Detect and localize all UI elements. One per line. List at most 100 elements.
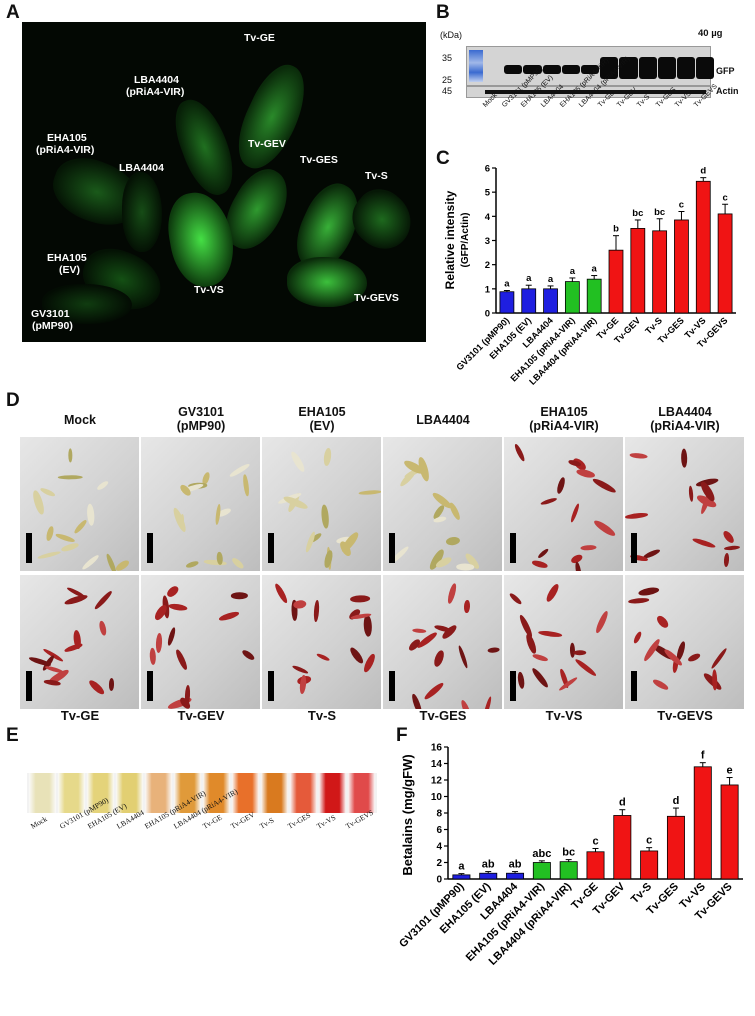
seedling bbox=[348, 645, 366, 666]
y-tick-label: 6 bbox=[485, 164, 490, 175]
significance-letter: bc bbox=[654, 207, 665, 218]
column-header: EHA105 (EV) bbox=[262, 405, 382, 433]
seedling bbox=[218, 610, 240, 623]
y-tick-label: 5 bbox=[485, 188, 491, 199]
marker-45: 45 bbox=[442, 86, 453, 96]
seedling bbox=[457, 644, 470, 669]
y-axis-label-unit: (GFP/Actin) bbox=[460, 213, 471, 268]
gfp-band bbox=[677, 57, 696, 79]
column-header-line1: EHA105 bbox=[298, 405, 346, 419]
seedling bbox=[57, 475, 83, 480]
seedling bbox=[637, 586, 660, 598]
gfp-band bbox=[581, 65, 600, 74]
gfp-label: GFP bbox=[716, 66, 735, 76]
seedling bbox=[627, 597, 650, 605]
seedling bbox=[629, 452, 648, 460]
gfp-band bbox=[542, 65, 561, 74]
label-tv-ge: Tv-GE bbox=[244, 32, 275, 44]
gfp-band bbox=[561, 65, 580, 74]
seedling bbox=[113, 558, 131, 571]
bar bbox=[720, 784, 739, 880]
label-eha-vir-2: (pRiA4-VIR) bbox=[36, 144, 95, 156]
seedling bbox=[536, 547, 550, 560]
seedling bbox=[321, 504, 330, 529]
y-tick-label: 2 bbox=[436, 858, 442, 869]
marker-25: 25 bbox=[442, 75, 453, 85]
bar bbox=[695, 180, 711, 314]
leaf-gv bbox=[42, 284, 132, 324]
panel-b-western-blot: (kDa) 40 µg 35 25 45 GFP Actin Mock GV310… bbox=[436, 22, 755, 150]
bar bbox=[630, 228, 646, 314]
bar bbox=[666, 815, 685, 880]
bar bbox=[640, 850, 659, 880]
column-header-line2: (EV) bbox=[309, 419, 335, 433]
seedling bbox=[580, 544, 597, 552]
seedling bbox=[724, 544, 741, 551]
row-label: Tv-GES bbox=[419, 708, 467, 723]
y-tick-label: 1 bbox=[485, 284, 491, 295]
bar bbox=[452, 874, 471, 880]
tube bbox=[116, 773, 143, 813]
tube-label: Tv-VS bbox=[315, 812, 338, 831]
significance-letter: a bbox=[548, 274, 554, 285]
tube bbox=[29, 773, 56, 813]
tube-label: Mock bbox=[29, 814, 49, 831]
seedling bbox=[362, 615, 372, 638]
seedling bbox=[422, 680, 445, 701]
label-tv-vs: Tv-VS bbox=[194, 284, 224, 296]
dish-control bbox=[141, 437, 260, 571]
significance-letter: a bbox=[592, 264, 598, 275]
bar bbox=[559, 861, 578, 880]
seedling bbox=[72, 518, 88, 535]
seedling bbox=[168, 603, 188, 613]
panel-letter-c: C bbox=[436, 148, 450, 169]
leaf-tv-vs bbox=[162, 187, 240, 292]
significance-letter: c bbox=[679, 200, 684, 211]
seedling bbox=[87, 677, 107, 697]
bar bbox=[613, 815, 632, 880]
column-header-line1: EHA105 bbox=[540, 405, 588, 419]
label-tv-ges: Tv-GES bbox=[300, 154, 338, 166]
seedling bbox=[592, 518, 617, 539]
seedling bbox=[540, 496, 558, 506]
scale-bar bbox=[26, 533, 32, 563]
seedling bbox=[155, 632, 163, 654]
gfp-band bbox=[696, 57, 715, 79]
seedling bbox=[632, 631, 644, 646]
panel-letter-a: A bbox=[6, 2, 20, 23]
seedling bbox=[530, 666, 551, 690]
seedling bbox=[573, 650, 587, 656]
label-tv-s: Tv-S bbox=[365, 170, 388, 182]
gfp-band bbox=[504, 65, 523, 74]
seedling bbox=[93, 589, 114, 611]
column-header: EHA105 (pRiA4-VIR) bbox=[504, 405, 624, 433]
seedling bbox=[304, 530, 318, 553]
column-header-line2: (pMP90) bbox=[176, 419, 226, 433]
ladder-lane bbox=[469, 50, 483, 82]
tube bbox=[174, 773, 201, 813]
dish-control bbox=[625, 437, 744, 571]
dish-control bbox=[504, 437, 623, 571]
significance-letter: bc bbox=[632, 208, 643, 219]
bar bbox=[674, 219, 689, 314]
column-header-line1: LBA4404 bbox=[416, 413, 470, 427]
seedling bbox=[531, 653, 549, 663]
seedling bbox=[203, 558, 227, 566]
seedling bbox=[446, 582, 458, 605]
bar bbox=[693, 766, 712, 880]
bar bbox=[521, 288, 537, 314]
row-label: Tv-GEV bbox=[177, 708, 225, 723]
tube bbox=[290, 773, 317, 813]
protein-amount: 40 µg bbox=[698, 28, 723, 39]
tube bbox=[87, 773, 114, 813]
seedling bbox=[538, 630, 563, 639]
seedling bbox=[242, 473, 251, 497]
tube-label: Tv-GES bbox=[286, 810, 313, 831]
y-axis-label: Relative intensity bbox=[443, 190, 457, 289]
row-label: Tv-GEVS bbox=[657, 708, 713, 723]
dish-transformed bbox=[262, 575, 381, 709]
label-tv-gev: Tv-GEV bbox=[248, 138, 286, 150]
seedling bbox=[240, 648, 257, 662]
panel-a-fluorescence-image: Tv-GE LBA4404 (pRiA4-VIR) EHA105 (pRiA4-… bbox=[22, 22, 426, 342]
marker-35: 35 bbox=[442, 53, 453, 63]
